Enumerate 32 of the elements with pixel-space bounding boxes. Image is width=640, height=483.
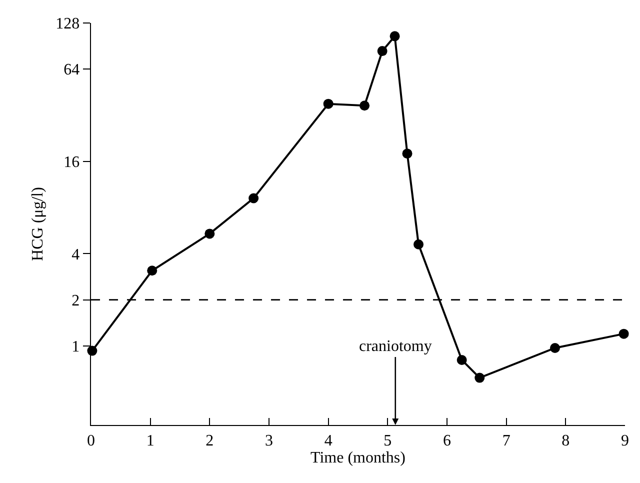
y-tick-label: 4 bbox=[72, 246, 80, 264]
point bbox=[414, 239, 424, 250]
point bbox=[147, 266, 158, 276]
point bbox=[618, 328, 629, 339]
y-tick-label: 64 bbox=[64, 62, 80, 79]
x-tick-label: 9 bbox=[621, 432, 629, 450]
point bbox=[323, 98, 334, 109]
point bbox=[474, 372, 485, 383]
x-tick-label: 0 bbox=[87, 432, 95, 450]
x-tick-label: 1 bbox=[146, 432, 154, 450]
x-axis-title: Time (months) bbox=[310, 449, 406, 466]
point bbox=[360, 100, 370, 111]
x-tick-label: 3 bbox=[265, 432, 273, 450]
point bbox=[204, 228, 215, 239]
x-tick-label: 5 bbox=[384, 432, 392, 450]
x-tick-label: 8 bbox=[562, 432, 570, 450]
x-tick-label: 2 bbox=[206, 432, 214, 450]
y-tick-label: 1 bbox=[72, 338, 80, 356]
point bbox=[402, 148, 412, 159]
annotation: craniotomy bbox=[359, 338, 432, 355]
point bbox=[377, 46, 388, 56]
point bbox=[550, 342, 560, 353]
point bbox=[390, 31, 400, 42]
x-tick-label: 4 bbox=[324, 432, 332, 450]
x-tick-label: 7 bbox=[502, 432, 510, 450]
point bbox=[248, 193, 259, 204]
y-tick-label: 128 bbox=[56, 16, 80, 33]
point bbox=[456, 354, 467, 365]
y-tick-label: 16 bbox=[64, 154, 80, 172]
y-tick-label: 2 bbox=[72, 292, 80, 310]
y-axis-title: HCG (μg/l) bbox=[30, 187, 47, 261]
x-tick-label: 6 bbox=[443, 432, 451, 450]
